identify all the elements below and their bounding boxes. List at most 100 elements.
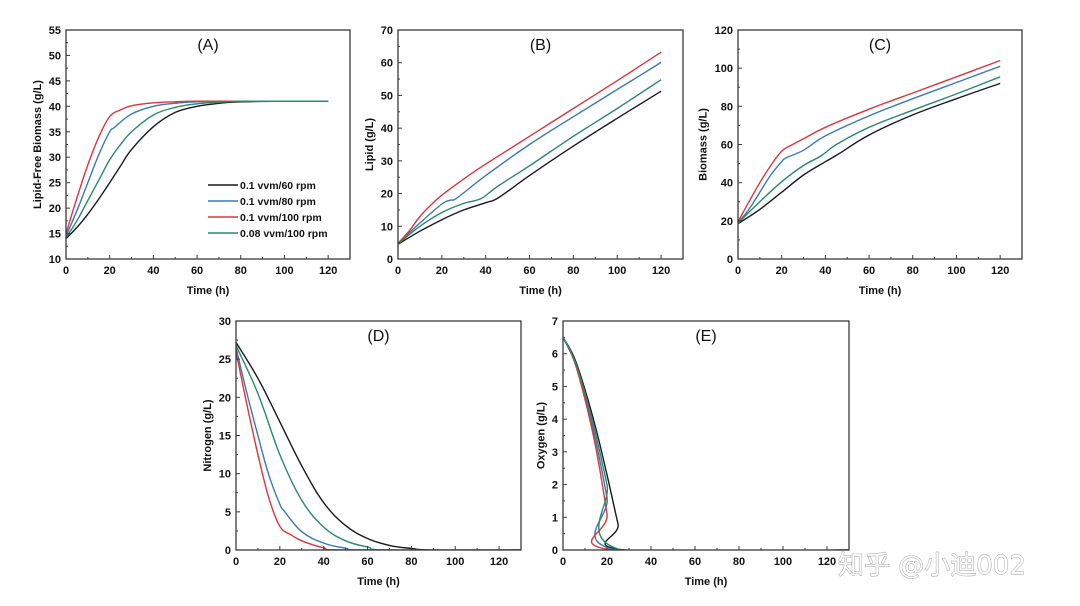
panel-c: 0 20 40 60 80 100 120 0 20 40 60 80 100 120 (C) Time (h… (698, 25, 1023, 297)
x-tick-label: 60 (689, 556, 701, 568)
y-tick-label: 6 (552, 349, 558, 361)
y-tick-label: 60 (721, 140, 733, 152)
y-tick-label: 3 (552, 447, 558, 459)
x-tick-label: 20 (104, 265, 116, 277)
panel-a: 0 20 40 60 80 100 120 10 15 20 25 30 35 40 45 50 55 (A) Ti… (32, 25, 351, 297)
x-tick-label: 0 (560, 556, 566, 568)
x-tick-label: 120 (490, 556, 508, 568)
y-tick-label: 0 (387, 254, 393, 266)
y-tick-label: 1 (552, 512, 558, 524)
axes-frame-d (235, 320, 522, 551)
x-axis-label: Time (h) (187, 285, 230, 297)
x-tick-label: 20 (776, 265, 788, 277)
y-tick-label: 25 (49, 178, 61, 190)
series-line-b-3 (398, 79, 662, 245)
y-tick-label: 5 (225, 507, 231, 519)
x-tick-label: 60 (361, 556, 373, 568)
y-tick-label: 120 (715, 25, 733, 37)
series-line-b-1 (398, 61, 662, 245)
y-axis-label: Nitrogen (g/L) (202, 399, 214, 471)
x-tick-label: 40 (480, 265, 492, 277)
series-line-c-0 (738, 82, 1001, 225)
panel-title-d: (D) (367, 328, 389, 345)
series-line-e-3 (563, 337, 849, 550)
y-tick-label: 35 (49, 127, 61, 139)
series-line-c-3 (738, 76, 1001, 224)
y-tick-label: 20 (49, 203, 61, 215)
y-tick-label: 10 (49, 254, 61, 266)
x-tick-label: 100 (774, 556, 792, 568)
series-line-b-0 (398, 90, 662, 245)
legend-entry: 0.08 vvm/100 rpm (240, 228, 328, 240)
y-tick-label: 25 (219, 354, 231, 366)
y-axis-label: Biomass (g/L) (698, 108, 710, 181)
x-axis-label: Time (h) (859, 285, 902, 297)
y-tick-label: 50 (381, 90, 393, 102)
series-line-d-1 (236, 347, 521, 550)
x-tick-label: 80 (405, 556, 417, 568)
y-tick-label: 40 (49, 101, 61, 113)
legend-entry: 0.1 vvm/60 rpm (240, 180, 316, 192)
x-tick-label: 0 (63, 265, 69, 277)
x-tick-label: 60 (191, 265, 203, 277)
legend-entry: 0.1 vvm/100 rpm (240, 212, 322, 224)
panel-title-c: (C) (869, 37, 891, 54)
panel-title-a: (A) (197, 37, 218, 54)
x-tick-label: 40 (318, 556, 330, 568)
y-tick-label: 0 (552, 545, 558, 557)
series-line-e-2 (563, 337, 849, 550)
x-tick-label: 100 (446, 556, 464, 568)
y-tick-label: 45 (49, 76, 61, 88)
x-tick-label: 20 (274, 556, 286, 568)
panel-d: 0 20 40 60 80 100 120 0 5 10 15 20 25 30 (D) Time (h) Ni… (202, 316, 522, 588)
x-tick-label: 80 (235, 265, 247, 277)
x-axis-label: Time (h) (357, 576, 400, 588)
series-line-c-2 (738, 59, 1001, 223)
x-tick-label: 40 (819, 265, 831, 277)
x-tick-label: 0 (735, 265, 741, 277)
panel-e: 0 20 40 60 80 100 120 0 1 2 3 4 5 6 7 (E) Time (h) Oxygen… (536, 316, 850, 588)
panel-b: 0 20 40 60 80 100 120 0 10 20 30 40 50 60 70 (B) Time (h… (364, 25, 684, 297)
y-tick-label: 20 (381, 189, 393, 201)
legend-entry: 0.1 vvm/80 rpm (240, 196, 316, 208)
y-tick-label: 30 (381, 156, 393, 168)
x-tick-label: 120 (991, 265, 1009, 277)
x-tick-label: 100 (947, 265, 965, 277)
x-tick-label: 40 (645, 556, 657, 568)
y-axis-label: Oxygen (g/L) (536, 402, 548, 470)
x-tick-label: 0 (395, 265, 401, 277)
x-tick-label: 120 (818, 556, 836, 568)
legend: 0.1 vvm/60 rpm 0.1 vvm/80 rpm 0.1 vvm/100 … (208, 180, 328, 240)
x-tick-label: 60 (863, 265, 875, 277)
y-tick-label: 80 (721, 101, 733, 113)
x-axis-label: Time (h) (685, 576, 728, 588)
series-line-c-1 (738, 65, 1001, 224)
y-tick-label: 40 (721, 178, 733, 190)
y-tick-label: 20 (721, 216, 733, 228)
y-tick-label: 10 (219, 469, 231, 481)
x-tick-label: 80 (567, 265, 579, 277)
x-tick-label: 80 (733, 556, 745, 568)
y-axis-label: Lipid (g/L) (364, 118, 376, 171)
y-tick-label: 30 (219, 316, 231, 328)
axes-frame-a (65, 29, 351, 260)
x-tick-label: 120 (319, 265, 337, 277)
x-tick-label: 100 (608, 265, 626, 277)
y-tick-label: 4 (552, 414, 559, 426)
series-line-d-0 (236, 342, 521, 550)
series-line-e-0 (563, 337, 849, 550)
x-axis-label: Time (h) (519, 285, 562, 297)
y-tick-label: 15 (219, 431, 231, 443)
y-tick-label: 0 (225, 545, 231, 557)
x-tick-label: 40 (147, 265, 159, 277)
y-tick-label: 70 (381, 25, 393, 37)
x-tick-label: 20 (601, 556, 613, 568)
series-line-d-3 (236, 345, 521, 550)
panel-title-e: (E) (695, 328, 716, 345)
x-tick-label: 0 (233, 556, 239, 568)
axes-frame-b (397, 29, 684, 260)
y-tick-label: 7 (552, 316, 558, 328)
y-axis-label: Lipid-Free Biomass (g/L) (32, 80, 44, 209)
y-tick-label: 10 (381, 221, 393, 233)
